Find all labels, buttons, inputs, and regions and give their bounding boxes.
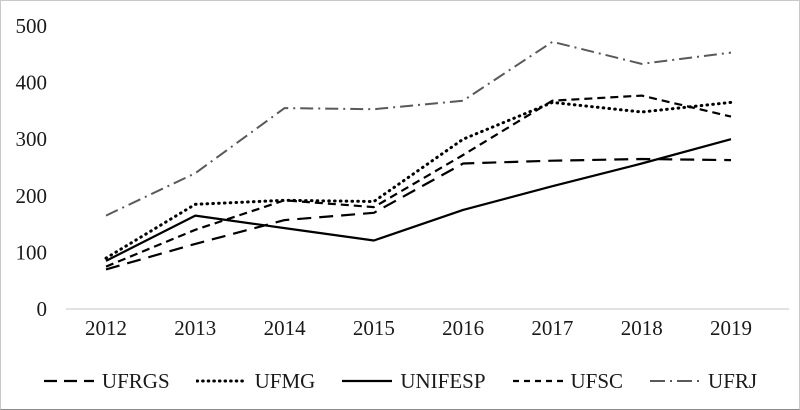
y-tick-label: 100	[16, 240, 48, 264]
y-tick-label: 200	[16, 184, 48, 208]
y-tick-label: 300	[16, 127, 48, 151]
legend-line-sample-icon	[512, 379, 563, 383]
legend-line-sample-icon	[650, 380, 701, 382]
legend-item-ufrgs: UFRGS	[43, 369, 170, 394]
x-tick-label: 2012	[85, 316, 127, 340]
legend-item-unifesp: UNIFESP	[341, 368, 486, 394]
legend-line-sample-icon	[342, 379, 393, 383]
legend-line-sample-icon	[43, 379, 94, 383]
legend-item-ufsc: UFSC	[512, 368, 624, 394]
x-tick-label: 2015	[353, 316, 395, 340]
legend-label: UFMG	[254, 368, 316, 393]
legend-item-ufrj: UFRJ	[649, 369, 757, 394]
x-tick-label: 2019	[710, 316, 752, 340]
y-tick-label: 500	[16, 14, 48, 38]
series-line-unifesp	[105, 138, 732, 262]
x-tick-label: 2014	[264, 316, 307, 340]
legend-label: UFRJ	[708, 368, 758, 393]
legend-item-ufmg: UFMG	[195, 368, 316, 394]
legend-label: UFSC	[570, 368, 624, 393]
series-line-ufsc	[105, 94, 732, 268]
legend-label: UFRGS	[101, 368, 170, 393]
y-tick-label: 400	[16, 71, 48, 95]
x-tick-label: 2018	[621, 316, 663, 340]
legend-label: UNIFESP	[400, 368, 486, 393]
x-tick-label: 2016	[442, 316, 484, 340]
series-line-ufrgs	[105, 157, 732, 271]
y-tick-label: 0	[37, 297, 48, 321]
series-line-ufrj	[105, 40, 732, 217]
chart-legend: UFRGS UFMG UNIFESP UFSC UFRJ	[1, 361, 799, 401]
series-line-ufmg	[104, 100, 733, 260]
x-tick-label: 2013	[174, 316, 216, 340]
x-tick-label: 2017	[531, 316, 573, 340]
legend-line-sample-icon	[195, 379, 248, 383]
